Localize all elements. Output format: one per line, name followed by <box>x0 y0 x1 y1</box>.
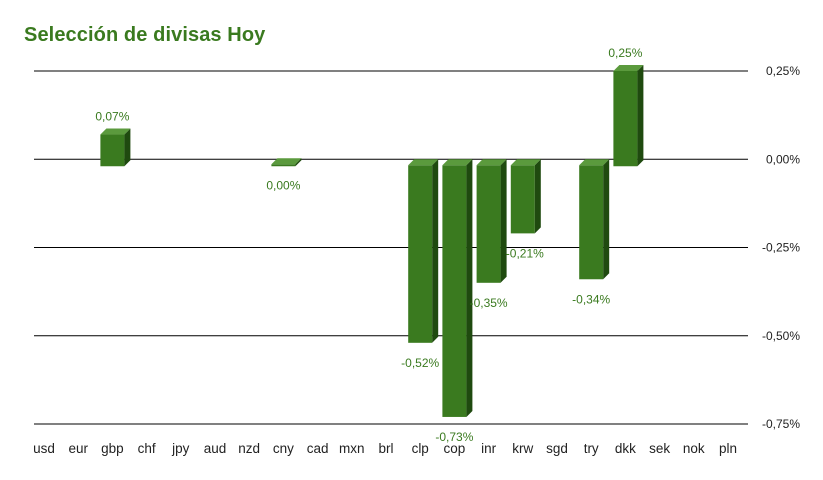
bar-front-clp <box>408 165 433 343</box>
bar-side-inr <box>500 159 507 283</box>
x-category-label: brl <box>378 441 393 456</box>
bar-front-krw <box>510 165 535 234</box>
x-category-label: mxn <box>339 441 365 456</box>
bar-try <box>579 159 610 280</box>
x-category-label: sek <box>649 441 670 456</box>
y-axis-ticks: 0,25% 0,00% -0,25% -0,50% -0,75% <box>762 64 800 431</box>
x-category-label: sgd <box>546 441 568 456</box>
bar-krw <box>510 159 541 234</box>
bar-side-try <box>603 159 610 280</box>
bar-front-inr <box>476 165 501 283</box>
bar-cop <box>442 159 473 417</box>
bar-side-clp <box>432 159 439 343</box>
chart-title: Selección de divisas Hoy <box>24 24 266 46</box>
x-category-label: nok <box>683 441 705 456</box>
x-category-label: cad <box>307 441 329 456</box>
data-label-cny: 0,00% <box>266 178 300 192</box>
x-category-label: usd <box>33 441 55 456</box>
x-category-label: aud <box>204 441 227 456</box>
x-category-label: cop <box>444 441 466 456</box>
data-label-try: -0,34% <box>572 292 610 306</box>
x-category-label: dkk <box>615 441 636 456</box>
bar-gbp <box>100 128 131 167</box>
bar-clp <box>408 159 439 343</box>
bar-top-gbp <box>100 128 131 135</box>
data-label-dkk: 0,25% <box>608 46 642 60</box>
bar-side-krw <box>534 159 541 234</box>
y-tick-label: -0,50% <box>762 329 800 343</box>
data-label-clp: -0,52% <box>401 356 439 370</box>
bar-dkk <box>613 65 644 167</box>
x-category-label: pln <box>719 441 737 456</box>
bar-front-cop <box>442 165 467 417</box>
y-tick-label: -0,75% <box>762 417 800 431</box>
bar-side-cop <box>466 159 473 417</box>
data-label-krw: -0,21% <box>506 246 544 260</box>
x-category-label: jpy <box>171 441 190 456</box>
x-category-label: try <box>584 441 599 456</box>
y-tick-label: -0,25% <box>762 241 800 255</box>
bar-top-krw <box>510 159 541 166</box>
bar-front-cny <box>271 164 296 167</box>
x-category-label: krw <box>512 441 533 456</box>
data-labels: 0,07% 0,00% -0,52% -0,73% -0,35% -0,21% -0,34%… <box>95 46 642 444</box>
bar-front-try <box>579 165 604 280</box>
bar-side-dkk <box>637 65 644 167</box>
x-category-label: nzd <box>238 441 260 456</box>
bar-top-cop <box>442 159 473 166</box>
data-label-inr: -0,35% <box>470 296 508 310</box>
bars <box>100 65 644 417</box>
bar-front-gbp <box>100 134 125 167</box>
x-category-label: chf <box>138 441 156 456</box>
y-tick-label: 0,25% <box>766 64 800 78</box>
data-label-cop: -0,73% <box>435 430 473 444</box>
bar-top-dkk <box>613 65 644 71</box>
bar-side-cny <box>295 158 302 167</box>
x-category-label: inr <box>481 441 497 456</box>
data-label-gbp: 0,07% <box>95 110 129 124</box>
x-category-label: eur <box>68 441 88 456</box>
bar-inr <box>476 159 507 283</box>
x-category-label: cny <box>273 441 294 456</box>
bar-top-try <box>579 159 610 166</box>
bar-side-gbp <box>124 128 131 167</box>
bar-top-clp <box>408 159 439 166</box>
bar-cny <box>271 158 302 167</box>
y-tick-label: 0,00% <box>766 152 800 166</box>
bar-top-cny <box>271 158 302 165</box>
x-category-label: gbp <box>101 441 124 456</box>
x-category-label: clp <box>412 441 429 456</box>
bar-top-inr <box>476 159 507 166</box>
bar-front-dkk <box>613 71 638 167</box>
x-axis-categories: usd eur gbp chf jpy aud nzd cny cad mxn brl clp cop i… <box>33 441 737 456</box>
